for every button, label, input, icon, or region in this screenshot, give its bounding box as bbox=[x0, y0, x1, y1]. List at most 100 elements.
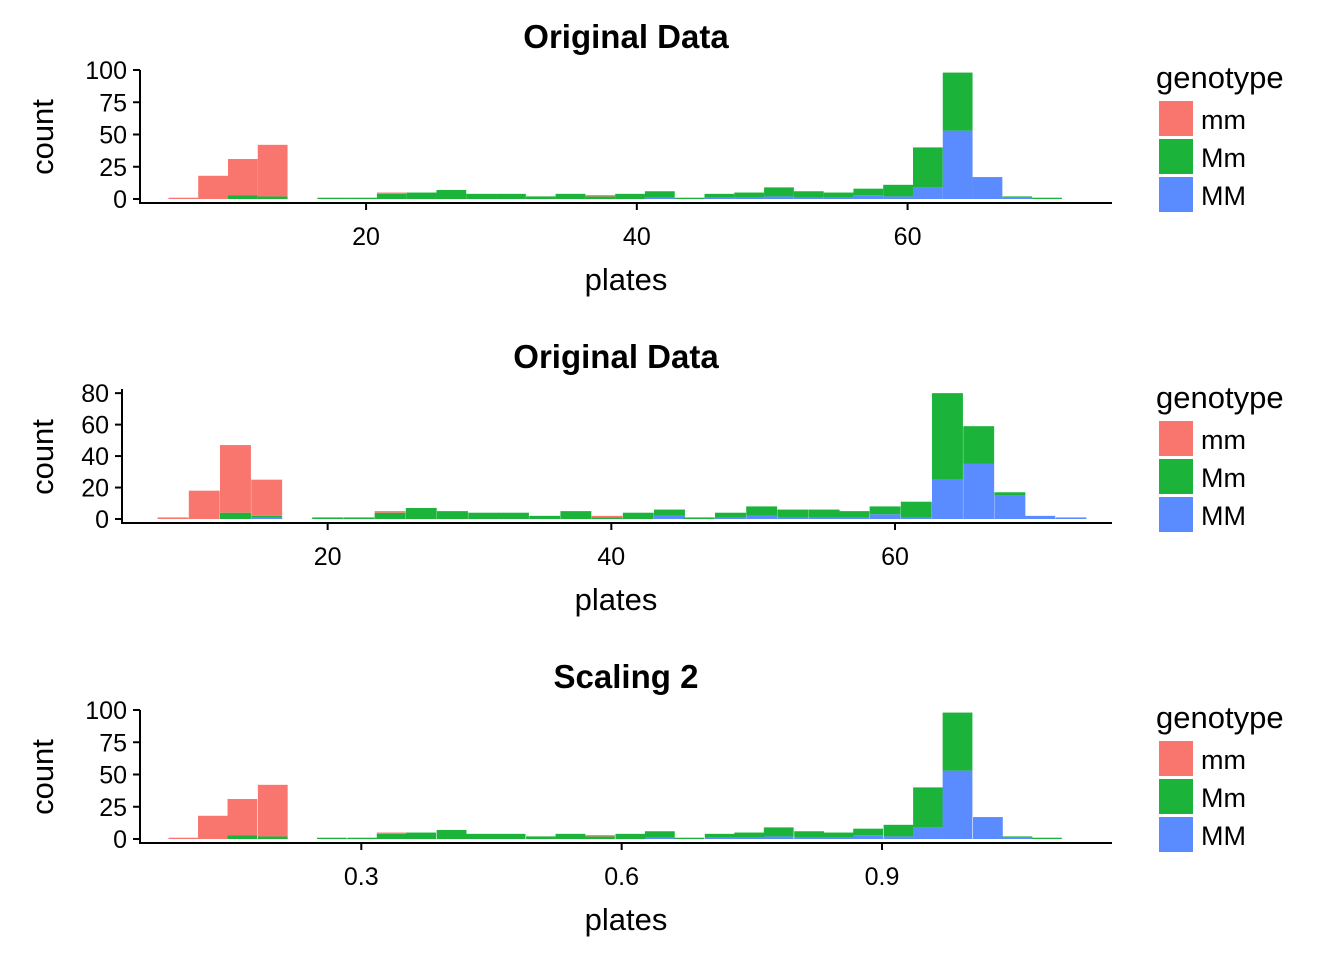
histogram-bar-Mm bbox=[1032, 837, 1062, 839]
histogram-bar-Mm bbox=[406, 832, 437, 839]
panel-2-y-ticks: 0 20 40 60 80 bbox=[81, 380, 122, 534]
panel-1-x-ticks: 20 40 60 bbox=[352, 203, 921, 251]
x-tick-label: 20 bbox=[314, 543, 342, 571]
histogram-bar-Mm bbox=[496, 193, 526, 199]
histogram-bar-Mm bbox=[1002, 836, 1033, 838]
histogram-bar-Mm bbox=[615, 833, 646, 839]
histogram-bar-MM bbox=[942, 770, 973, 839]
y-tick-label: 25 bbox=[99, 794, 127, 822]
histogram-bar-Mm bbox=[555, 833, 586, 839]
histogram-bar-Mm bbox=[312, 517, 344, 519]
histogram-bar-Mm bbox=[654, 509, 685, 516]
y-tick-label: 80 bbox=[81, 380, 109, 408]
histogram-bar-Mm bbox=[495, 833, 526, 839]
histogram-bar-MM bbox=[734, 197, 765, 199]
x-tick-label: 0.6 bbox=[604, 863, 639, 891]
histogram-bar-mm bbox=[591, 515, 623, 518]
histogram-bar-Mm bbox=[994, 492, 1026, 496]
panel-3-y-label: count bbox=[25, 739, 60, 815]
histogram-bar-mm bbox=[227, 799, 258, 836]
histogram-bar-MM bbox=[963, 463, 995, 519]
x-tick-label: 0.9 bbox=[865, 863, 900, 891]
histogram-bar-Mm bbox=[376, 193, 407, 199]
x-tick-label: 60 bbox=[881, 543, 909, 571]
histogram-bar-Mm bbox=[560, 511, 592, 519]
histogram-bar-Mm bbox=[644, 831, 675, 838]
panel-2-legend: genotype mm Mm MM bbox=[1156, 380, 1284, 532]
panel-1-legend-title: genotype bbox=[1156, 60, 1284, 95]
histogram-bar-MM bbox=[734, 837, 765, 839]
histogram-bar-mm bbox=[376, 832, 407, 834]
histogram-bar-Mm bbox=[343, 517, 375, 519]
y-tick-label: 40 bbox=[81, 443, 109, 471]
legend-label-Mm: Mm bbox=[1201, 463, 1246, 493]
histogram-bar-MM bbox=[913, 187, 943, 199]
histogram-bar-mm bbox=[188, 490, 220, 519]
histogram-bar-Mm bbox=[436, 189, 467, 199]
x-tick-label: 60 bbox=[894, 223, 922, 251]
y-tick-label: 20 bbox=[81, 475, 109, 503]
legend-label-mm: mm bbox=[1201, 745, 1246, 775]
histogram-bar-Mm bbox=[374, 512, 406, 519]
histogram-bar-Mm bbox=[227, 195, 258, 199]
panel-2-x-label: plates bbox=[575, 582, 658, 617]
histogram-bar-Mm bbox=[585, 836, 615, 839]
histogram-bar-Mm bbox=[466, 193, 497, 199]
histogram-bar-Mm bbox=[869, 506, 901, 515]
histogram-bar-MM bbox=[1024, 515, 1056, 519]
histogram-bar-Mm bbox=[704, 833, 735, 838]
y-tick-label: 100 bbox=[85, 697, 127, 725]
histogram-bar-MM bbox=[715, 517, 746, 519]
panel-2-bars bbox=[157, 393, 1087, 519]
panel-3-x-ticks: 0.3 0.6 0.9 bbox=[344, 843, 899, 891]
x-tick-label: 20 bbox=[352, 223, 380, 251]
histogram-bar-Mm bbox=[808, 509, 840, 518]
panel-1-legend: genotype mm Mm MM bbox=[1156, 60, 1284, 212]
histogram-bar-Mm bbox=[529, 515, 561, 519]
histogram-bar-mm bbox=[585, 835, 615, 837]
panel-2: Original Data 0 20 40 60 80 20 40 60 plates co… bbox=[25, 338, 1284, 617]
histogram-bar-Mm bbox=[746, 506, 778, 516]
histogram-bar-mm bbox=[198, 815, 228, 839]
histogram-bar-Mm bbox=[932, 393, 963, 480]
panel-3-bars bbox=[168, 712, 1062, 839]
histogram-bar-MM bbox=[764, 196, 794, 199]
histogram-bar-mm bbox=[585, 195, 616, 197]
y-tick-label: 0 bbox=[113, 826, 127, 854]
histogram-bar-Mm bbox=[405, 507, 437, 519]
legend-label-MM: MM bbox=[1201, 501, 1246, 531]
y-tick-label: 25 bbox=[99, 154, 127, 182]
legend-label-Mm: Mm bbox=[1201, 143, 1246, 173]
histogram-bar-Mm bbox=[853, 828, 884, 836]
histogram-bar-Mm bbox=[1002, 196, 1033, 198]
histogram-bar-MM bbox=[869, 514, 901, 519]
histogram-bar-MM bbox=[777, 517, 809, 519]
y-tick-label: 60 bbox=[81, 412, 109, 440]
histogram-bar-Mm bbox=[704, 193, 735, 198]
panel-2-x-ticks: 20 40 60 bbox=[314, 523, 909, 571]
histogram-bar-mm bbox=[220, 445, 251, 513]
histogram-bar-Mm bbox=[466, 833, 496, 839]
histogram-bar-MM bbox=[644, 837, 675, 839]
histogram-bar-Mm bbox=[436, 829, 467, 839]
histogram-bar-Mm bbox=[823, 192, 854, 198]
histogram-bar-Mm bbox=[468, 512, 500, 519]
legend-key-mm bbox=[1159, 741, 1193, 776]
histogram-bar-MM bbox=[973, 817, 1003, 839]
histogram-bar-mm bbox=[227, 159, 258, 196]
histogram-bar-MM bbox=[1002, 837, 1033, 839]
histogram-bar-MM bbox=[746, 515, 778, 519]
histogram-bar-Mm bbox=[347, 837, 378, 839]
histogram-bar-mm bbox=[376, 192, 407, 194]
histogram-bar-Mm bbox=[525, 196, 556, 199]
histogram-bar-Mm bbox=[257, 836, 288, 839]
histogram-bar-MM bbox=[1002, 197, 1033, 199]
histogram-bar-mm bbox=[257, 144, 288, 197]
histogram-bar-mm bbox=[157, 517, 189, 519]
histogram-bar-Mm bbox=[674, 197, 705, 199]
panel-3-legend: genotype mm Mm MM bbox=[1156, 700, 1284, 852]
histogram-bar-Mm bbox=[1032, 197, 1062, 199]
histogram-bar-Mm bbox=[913, 147, 943, 188]
histogram-bar-Mm bbox=[942, 72, 973, 131]
histogram-bar-MM bbox=[853, 195, 884, 199]
